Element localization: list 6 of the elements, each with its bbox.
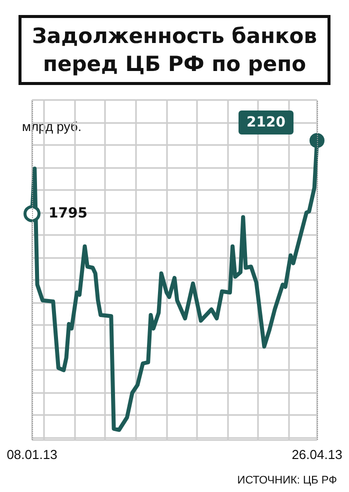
x-tick-label: 08.01.13	[6, 447, 58, 462]
x-tick-label: 26.04.13	[292, 447, 342, 462]
data-label: 1795	[48, 206, 88, 222]
data-label: 2120	[246, 114, 286, 131]
chart-title: Задолженность банков перед ЦБ РФ по репо	[32, 24, 317, 76]
text: ИСТОЧНИК: ЦБ РФ	[237, 474, 338, 486]
